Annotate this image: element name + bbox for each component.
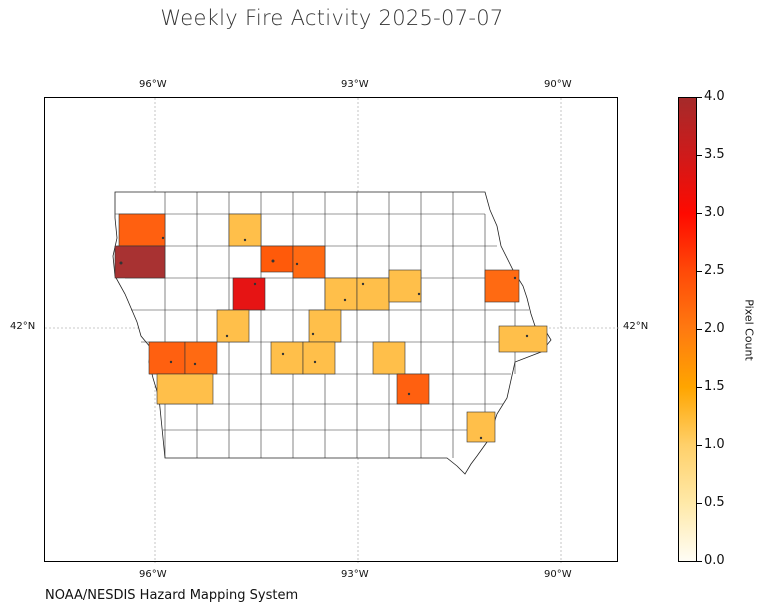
county-mid-central-1 — [308, 309, 342, 343]
lon-tick-top-93: 93°W — [341, 79, 369, 90]
source-credit: NOAA/NESDIS Hazard Mapping System — [45, 588, 299, 603]
cb-label-3: 3.0 — [704, 205, 725, 220]
lon-tick-top-90: 90°W — [544, 79, 572, 90]
county-central-red — [232, 277, 266, 311]
county-central-1 — [324, 277, 358, 311]
county-sw-2 — [184, 341, 218, 375]
fire-points — [119, 236, 529, 440]
cb-tick-0 — [697, 561, 702, 562]
lon-tick-bottom-93: 93°W — [341, 569, 369, 580]
county-sw-3 — [156, 373, 214, 405]
county-central-2 — [356, 277, 390, 311]
cb-label-0-5: 0.5 — [704, 495, 725, 510]
lon-tick-bottom-90: 90°W — [544, 569, 572, 580]
lon-tick-top-96: 96°W — [139, 79, 167, 90]
colorbar-title: Pixel Count — [742, 299, 756, 361]
county-south-central-2 — [302, 341, 336, 375]
lon-tick-bottom-96: 96°W — [139, 569, 167, 580]
county-mid-west-1 — [216, 309, 250, 343]
cb-label-2-5: 2.5 — [704, 263, 725, 278]
cb-tick-4 — [697, 97, 702, 98]
cb-label-1-5: 1.5 — [704, 379, 725, 394]
cb-tick-2-5 — [697, 271, 702, 272]
cb-tick-3-5 — [697, 155, 702, 156]
county-south-central-3 — [372, 341, 406, 375]
county-central-3 — [388, 269, 422, 303]
county-west-border — [114, 245, 166, 279]
map-title: Weekly Fire Activity 2025-07-07 — [160, 6, 504, 30]
cb-label-2: 2.0 — [704, 321, 725, 336]
iowa-county-map — [45, 98, 619, 563]
cb-tick-1-5 — [697, 387, 702, 388]
lat-tick-right-42: 42°N — [623, 321, 649, 332]
county-south-central-1 — [270, 341, 304, 375]
lat-tick-left-42: 42°N — [10, 321, 36, 332]
cb-label-4: 4.0 — [704, 89, 725, 104]
map-frame — [44, 97, 619, 563]
county-east-1 — [484, 269, 520, 303]
cb-label-1: 1.0 — [704, 437, 725, 452]
county-sw-1 — [148, 341, 186, 375]
county-north-central-1 — [260, 245, 294, 273]
county-north-central-2 — [292, 245, 326, 279]
cb-tick-1 — [697, 445, 702, 446]
county-east-2 — [498, 325, 548, 353]
county-south-east-1 — [396, 373, 430, 405]
cb-tick-3 — [697, 213, 702, 214]
cb-label-0: 0.0 — [704, 553, 725, 568]
cb-label-3-5: 3.5 — [704, 147, 725, 162]
county-nw-1 — [118, 213, 166, 247]
cb-tick-0-5 — [697, 503, 702, 504]
colorbar — [678, 97, 697, 562]
cb-tick-2 — [697, 329, 702, 330]
